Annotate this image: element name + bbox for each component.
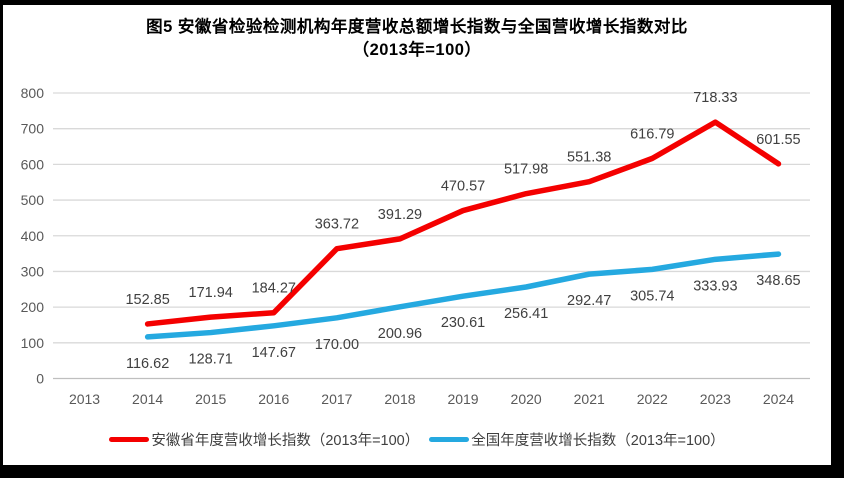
data-label-anhui-2021: 551.38	[567, 150, 611, 166]
x-tick-label: 2024	[763, 391, 794, 407]
data-label-anhui-2014: 152.85	[125, 292, 169, 308]
x-tick-label: 2016	[258, 391, 289, 407]
x-tick-label: 2018	[384, 391, 415, 407]
x-tick-label: 2022	[637, 391, 668, 407]
x-tick-label: 2015	[195, 391, 226, 407]
x-tick-label: 2023	[700, 391, 731, 407]
data-label-national-2020: 256.41	[504, 306, 548, 322]
y-tick-label: 200	[21, 299, 45, 315]
frame-border-right	[831, 0, 844, 478]
x-tick-label: 2019	[447, 391, 478, 407]
y-tick-label: 700	[21, 121, 45, 137]
data-label-anhui-2020: 517.98	[504, 162, 548, 178]
data-label-anhui-2018: 391.29	[378, 207, 422, 223]
y-tick-label: 500	[21, 192, 45, 208]
data-label-anhui-2022: 616.79	[630, 126, 674, 142]
y-tick-label: 600	[21, 156, 45, 172]
legend-label-national: 全国年度营收增长指数（2013年=100）	[471, 432, 725, 449]
y-tick-label: 400	[21, 228, 45, 244]
data-label-anhui-2016: 184.27	[252, 281, 296, 297]
data-label-anhui-2019: 470.57	[441, 179, 485, 195]
data-label-national-2018: 200.96	[378, 326, 422, 342]
data-label-national-2014: 116.62	[126, 356, 169, 372]
chart-title: 图5 安徽省检验检测机构年度营收总额增长指数与全国营收增长指数对比 （2013年…	[3, 16, 831, 62]
legend-item-anhui: 安徽省年度营收增长指数（2013年=100）	[109, 429, 419, 450]
frame-border-top	[0, 0, 844, 5]
x-tick-label: 2013	[69, 391, 100, 407]
series-line-national	[144, 251, 782, 340]
data-label-national-2024: 348.65	[756, 273, 800, 289]
legend-swatch-national-line-icon	[429, 436, 470, 442]
x-tick-label: 2014	[132, 391, 163, 407]
x-tick-label: 2021	[574, 391, 605, 407]
legend-label-anhui: 安徽省年度营收增长指数（2013年=100）	[151, 432, 420, 449]
data-label-national-2023: 333.93	[693, 278, 737, 294]
data-label-national-2019: 230.61	[441, 315, 485, 331]
y-tick-label: 100	[21, 335, 45, 351]
data-label-anhui-2023: 718.33	[693, 90, 737, 106]
data-label-national-2022: 305.74	[630, 288, 674, 304]
frame-border-left	[0, 0, 3, 478]
y-tick-label: 0	[36, 371, 44, 387]
legend-swatch-anhui-line-icon	[109, 436, 150, 442]
legend: 安徽省年度营收增长指数（2013年=100） 全国年度营收增长指数（2013年=…	[3, 426, 831, 452]
data-label-anhui-2024: 601.55	[756, 132, 800, 148]
legend-item-national: 全国年度营收增长指数（2013年=100）	[429, 429, 725, 450]
x-tick-label: 2020	[511, 391, 542, 407]
frame-border-bottom	[0, 465, 844, 478]
y-tick-label: 300	[21, 263, 45, 279]
chart-title-line2: （2013年=100）	[352, 41, 482, 59]
series-line-anhui	[144, 119, 782, 327]
data-label-national-2016: 147.67	[252, 345, 296, 361]
x-tick-label: 2017	[321, 391, 352, 407]
data-label-anhui-2015: 171.94	[189, 285, 233, 301]
chart-title-line1: 图5 安徽省检验检测机构年度营收总额增长指数与全国营收增长指数对比	[146, 18, 688, 36]
data-label-national-2017: 170.00	[315, 337, 359, 353]
data-label-national-2015: 128.71	[189, 352, 233, 368]
data-label-national-2021: 292.47	[567, 293, 611, 309]
data-label-anhui-2017: 363.72	[315, 217, 359, 233]
y-tick-label: 800	[21, 85, 45, 101]
